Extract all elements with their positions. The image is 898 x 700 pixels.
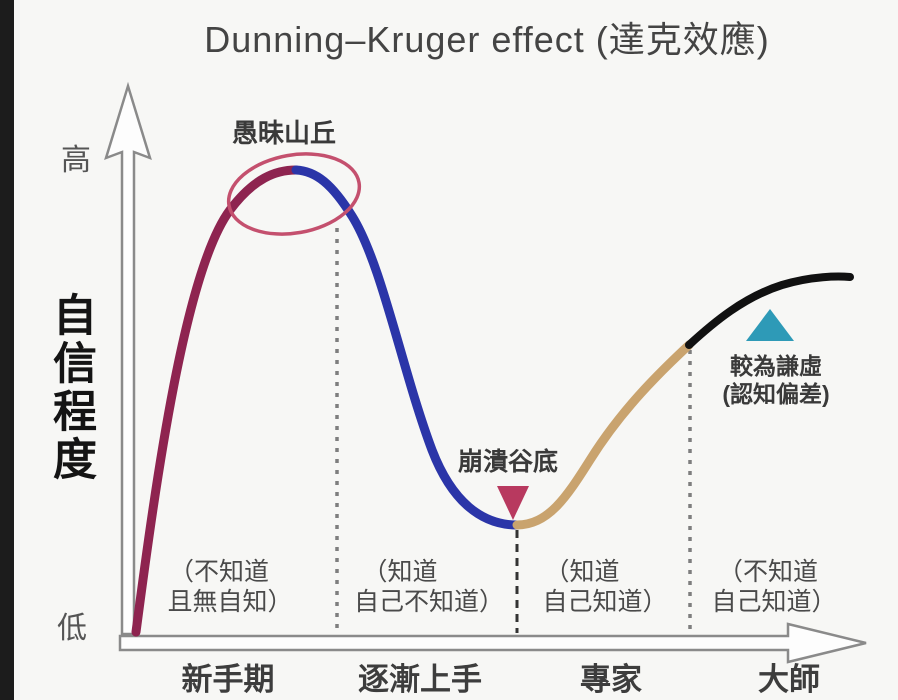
y-axis-low-label: 低 (57, 612, 87, 645)
y-axis-title: 自信程度 (46, 292, 95, 484)
region-note-1-line2: 且無自知） (167, 588, 292, 616)
y-axis-arrow (104, 81, 152, 636)
region-note-2-line1: （知道 (362, 558, 437, 586)
valley-down-triangle-icon (497, 486, 529, 520)
stage-label-expert: 專家 (580, 662, 642, 697)
master-up-triangle-icon (746, 309, 794, 341)
curve-segment-master (685, 272, 854, 349)
y-axis-high-label: 高 (61, 144, 91, 177)
region-note-4-line1: （不知道 (718, 558, 818, 586)
region-note-3-line1: （知道 (544, 558, 619, 586)
stage-label-master: 大師 (758, 662, 820, 697)
stage-label-novice: 新手期 (182, 662, 275, 697)
chart-title: Dunning–Kruger effect (達克效應) (204, 19, 770, 60)
curve-segment-expert (512, 340, 694, 530)
stage-label-learning: 逐漸上手 (358, 662, 482, 697)
region-note-4-line2: 自己知道） (711, 588, 836, 616)
peak-annotation: 愚昧山丘 (232, 118, 336, 148)
master-annotation-line1: 較為謙虛 (730, 353, 822, 379)
peak-highlight-ellipse (226, 152, 362, 236)
master-annotation-line2: (認知偏差) (722, 381, 829, 407)
region-note-1-line1: （不知道 (169, 558, 269, 586)
curve-segment-descent (291, 165, 522, 530)
valley-annotation: 崩潰谷底 (458, 447, 558, 476)
x-axis-arrow (118, 622, 867, 664)
curve-segment-novice (131, 165, 301, 637)
left-black-border (0, 0, 14, 700)
region-note-2-line2: 自己不知道） (354, 588, 504, 616)
region-note-3-line2: 自己知道） (542, 588, 667, 616)
